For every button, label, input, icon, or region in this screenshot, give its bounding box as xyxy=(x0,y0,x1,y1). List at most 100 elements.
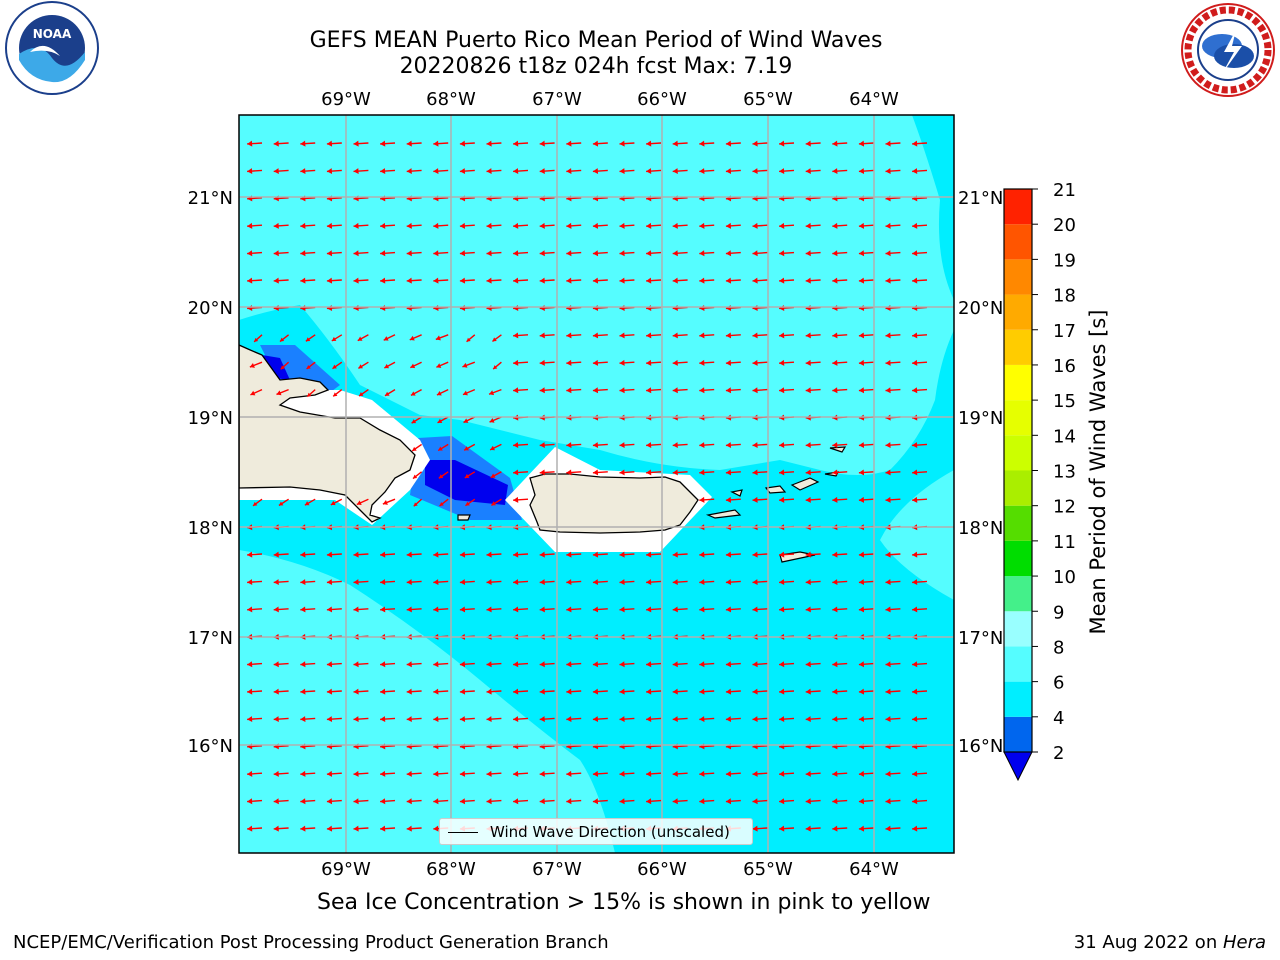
arrow-506 xyxy=(672,688,688,695)
arrow-437 xyxy=(912,606,928,613)
arrow-3 xyxy=(326,140,342,147)
arrow-497 xyxy=(433,688,449,695)
arrow-238 xyxy=(358,389,369,397)
colorbar-segment-12 xyxy=(1004,294,1032,330)
arrow-529 xyxy=(592,716,608,723)
arrow-336 xyxy=(832,496,848,503)
arrow-642 xyxy=(832,825,848,832)
arrow-145 xyxy=(646,277,662,284)
colorbar-segment-9 xyxy=(1004,400,1032,436)
arrow-197 xyxy=(646,332,662,339)
arrow-221 xyxy=(592,359,608,366)
arrow-84 xyxy=(406,222,422,229)
arrow-534 xyxy=(725,716,741,723)
noaa-logo-icon: NOAA xyxy=(5,1,99,95)
arrow-254 xyxy=(779,387,795,394)
arrow-308 xyxy=(619,469,635,476)
arrow-480 xyxy=(672,661,688,668)
arrow-141 xyxy=(539,277,555,284)
arrow-368 xyxy=(459,551,475,558)
lat-tick-left-1: 20°N xyxy=(188,298,233,319)
arrow-154 xyxy=(885,277,901,284)
arrow-33 xyxy=(433,168,449,175)
colorbar-tick-label-4: 9 xyxy=(1053,602,1064,623)
arrow-331 xyxy=(699,496,715,503)
arrow-468 xyxy=(353,661,369,668)
arrow-215 xyxy=(436,361,449,368)
colorbar-tick-label-10: 15 xyxy=(1053,391,1076,412)
arrow-236 xyxy=(306,389,316,398)
arrow-577 xyxy=(486,770,502,777)
arrow-626 xyxy=(406,825,422,832)
arrow-485 xyxy=(805,661,821,668)
arrow-294 xyxy=(779,442,795,449)
arrow-44 xyxy=(725,168,741,175)
chart-subtitle: 20220826 t18z 024h fcst Max: 7.19 xyxy=(399,54,793,79)
arrow-514 xyxy=(885,688,901,695)
arrow-324 xyxy=(356,498,369,506)
arrow-240 xyxy=(410,388,422,397)
arrow-512 xyxy=(832,688,848,695)
colorbar-segment-1 xyxy=(1004,681,1032,717)
arrow-365 xyxy=(380,551,396,558)
arrow-513 xyxy=(858,688,874,695)
arrow-583 xyxy=(646,770,662,777)
arrow-335 xyxy=(805,496,821,503)
arrow-407 xyxy=(805,579,821,586)
arrow-261 xyxy=(437,416,449,424)
axis-tick-labels: 69°W 69°W 68°W 68°W 67°W 67°W 66°W 66°W 65°W 65°W… xyxy=(188,89,1004,880)
arrow-297 xyxy=(858,442,874,449)
nws-logo-icon xyxy=(1181,3,1275,97)
arrow-112 xyxy=(459,250,475,257)
arrow-645 xyxy=(912,825,928,832)
arrow-150 xyxy=(779,277,795,284)
arrow-306 xyxy=(566,469,582,476)
colorbar-segment-0 xyxy=(1004,716,1032,752)
arrow-125 xyxy=(805,250,821,257)
arrow-198 xyxy=(672,332,688,339)
arrow-507 xyxy=(699,688,715,695)
arrow-541 xyxy=(912,716,928,723)
arrow-239 xyxy=(384,389,396,397)
arrow-610 xyxy=(672,798,688,805)
arrow-134 xyxy=(353,277,369,284)
arrow-5 xyxy=(380,140,396,147)
colorbar-tick-label-9: 14 xyxy=(1053,426,1076,447)
arrow-366 xyxy=(406,551,422,558)
arrow-625 xyxy=(380,825,396,832)
arrow-524 xyxy=(459,716,475,723)
arrow-611 xyxy=(699,798,715,805)
arrow-382 xyxy=(832,551,848,558)
arrow-135 xyxy=(380,277,396,284)
arrow-486 xyxy=(832,661,848,668)
arrow-246 xyxy=(566,387,582,394)
arrow-307 xyxy=(592,469,608,476)
colorbar-tick-label-16: 21 xyxy=(1053,180,1076,201)
arrow-245 xyxy=(539,387,555,394)
arrow-570 xyxy=(300,770,316,777)
arrow-190 xyxy=(466,334,476,343)
arrow-623 xyxy=(326,825,342,832)
arrow-183 xyxy=(279,334,290,343)
arrow-142 xyxy=(566,277,582,284)
arrow-387 xyxy=(273,579,289,586)
arrow-586 xyxy=(725,770,741,777)
arrow-293 xyxy=(752,442,768,449)
arrow-521 xyxy=(380,716,396,723)
arrow-303 xyxy=(490,471,502,479)
footer-date: 31 Aug 2022 on Hera xyxy=(1074,932,1266,953)
arrow-523 xyxy=(433,716,449,723)
arrow-93 xyxy=(646,222,662,229)
arrow-82 xyxy=(353,222,369,229)
arrow-182 xyxy=(253,334,263,343)
arrow-218 xyxy=(513,359,529,366)
arrow-127 xyxy=(858,250,874,257)
arrow-569 xyxy=(273,770,289,777)
arrow-37 xyxy=(539,168,555,175)
arrow-42 xyxy=(672,168,688,175)
arrow-4 xyxy=(353,140,369,147)
arrow-401 xyxy=(646,579,662,586)
colorbar-segment-15 xyxy=(1004,189,1032,225)
arrow-484 xyxy=(779,661,795,668)
arrow-538 xyxy=(832,716,848,723)
